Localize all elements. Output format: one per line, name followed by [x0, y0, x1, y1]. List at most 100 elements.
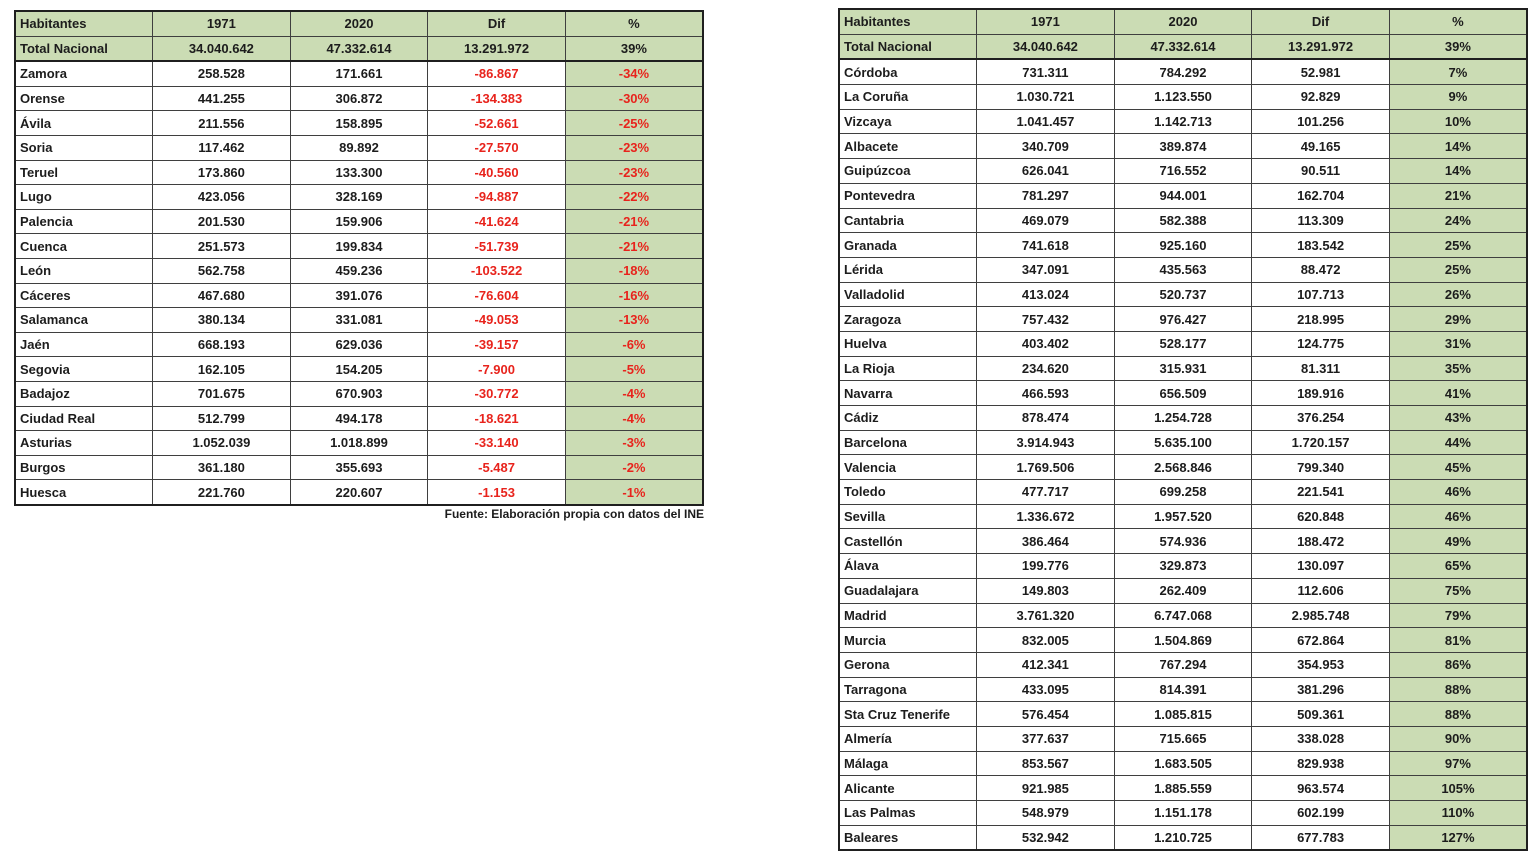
cell-2020: 154.205 [289, 356, 429, 382]
cell-: 86% [1388, 651, 1528, 678]
province-name: Palencia [14, 208, 154, 235]
column-header-dif: Dif [427, 10, 566, 37]
cell-1971: 413.024 [976, 281, 1115, 308]
header-row: Habitantes 1971 2020 Dif% [838, 8, 1528, 35]
cell-2020: 574.936 [1113, 528, 1253, 555]
cell-dif: 218.995 [1251, 306, 1390, 332]
province-name: Lugo [14, 184, 154, 210]
cell-2020: 976.427 [1113, 306, 1253, 332]
cell-: 10% [1388, 108, 1528, 135]
cell-dif: -76.604 [427, 282, 566, 309]
cell-2020: 158.895 [289, 110, 429, 136]
province-name: Valencia [838, 454, 978, 481]
province-name: Teruel [14, 159, 154, 186]
cell-dif: -41.624 [427, 208, 566, 235]
cell-2020: 715.665 [1113, 725, 1253, 752]
province-name: Sta Cruz Tenerife [838, 701, 978, 727]
cell-1971: 832.005 [976, 627, 1115, 653]
cell-1971: 201.530 [152, 208, 291, 235]
province-name: Albacete [838, 133, 978, 160]
table-row: Pontevedra 781.297 944.001 162.704 21% [838, 182, 1528, 209]
cell-: 43% [1388, 405, 1528, 431]
cell-dif: -49.053 [427, 307, 566, 333]
cell-: -13% [564, 307, 704, 333]
province-name: Cantabria [838, 207, 978, 234]
province-name: Segovia [14, 356, 154, 382]
cell-2020: 329.873 [1113, 553, 1253, 579]
cell-dif: 88.472 [1251, 256, 1390, 283]
province-name: Guipúzcoa [838, 158, 978, 184]
table-row: Guadalajara 149.803 262.409 112.606 75% [838, 577, 1528, 604]
cell-: -3% [564, 430, 704, 456]
table-row: Zaragoza 757.432 976.427 218.995 29% [838, 306, 1528, 332]
province-name: Gerona [838, 651, 978, 678]
table-row: Alicante 921.985 1.885.559 963.574 105% [838, 775, 1528, 801]
province-name: La Coruña [838, 84, 978, 110]
table-row: Granada 741.618 925.160 183.542 25% [838, 232, 1528, 258]
cell-2020: 199.834 [289, 233, 429, 259]
province-name: Salamanca [14, 307, 154, 333]
cell-1971: 1.769.506 [976, 454, 1115, 481]
cell-: 24% [1388, 207, 1528, 234]
cell-2020: 459.236 [289, 257, 429, 284]
cell-1971: 211.556 [152, 110, 291, 136]
total-label: Total Nacional [14, 35, 154, 63]
table-row: Madrid 3.761.320 6.747.068 2.985.748 79% [838, 602, 1528, 629]
cell-: -18% [564, 257, 704, 284]
cell-1971: 853.567 [976, 750, 1115, 777]
cell-: -22% [564, 184, 704, 210]
cell-1971: 548.979 [976, 800, 1115, 826]
table-row: Tarragona 433.095 814.391 381.296 88% [838, 676, 1528, 703]
cell-1971: 380.134 [152, 307, 291, 333]
cell-dif: 113.309 [1251, 207, 1390, 234]
total-value-2020: 47.332.614 [1113, 33, 1253, 61]
cell-: 9% [1388, 84, 1528, 110]
cell-dif: -52.661 [427, 110, 566, 136]
column-header-habitantes: Habitantes [838, 8, 978, 35]
cell-1971: 562.758 [152, 257, 291, 284]
cell-1971: 117.462 [152, 134, 291, 161]
cell-2020: 1.254.728 [1113, 405, 1253, 431]
cell-2020: 1.151.178 [1113, 800, 1253, 826]
cell-dif: 189.916 [1251, 380, 1390, 406]
cell-1971: 433.095 [976, 676, 1115, 703]
cell-1971: 377.637 [976, 725, 1115, 752]
cell-: -23% [564, 134, 704, 161]
cell-1971: 1.052.039 [152, 430, 291, 456]
province-name: Córdoba [838, 58, 978, 86]
cell-1971: 441.255 [152, 85, 291, 112]
province-name: Cádiz [838, 405, 978, 431]
province-name: Almería [838, 725, 978, 752]
cell-: 46% [1388, 503, 1528, 530]
table-row: Burgos 361.180 355.693 -5.487 -2% [14, 454, 704, 481]
cell-: -30% [564, 85, 704, 112]
province-name: Madrid [838, 602, 978, 629]
total-row: Total Nacional 34.040.642 47.332.614 13.291… [838, 33, 1528, 61]
cell-dif: 2.985.748 [1251, 602, 1390, 629]
cell-2020: 629.036 [289, 331, 429, 358]
cell-: 25% [1388, 232, 1528, 258]
cell-dif: 620.848 [1251, 503, 1390, 530]
total-row: Total Nacional 34.040.642 47.332.614 13.291… [14, 35, 704, 63]
cell-dif: -39.157 [427, 331, 566, 358]
cell-: 35% [1388, 355, 1528, 382]
table-row: Málaga 853.567 1.683.505 829.938 97% [838, 750, 1528, 777]
cell-2020: 1.085.815 [1113, 701, 1253, 727]
cell-: 29% [1388, 306, 1528, 332]
cell-2020: 389.874 [1113, 133, 1253, 160]
table-row: Palencia 201.530 159.906 -41.624 -21% [14, 208, 704, 235]
cell-2020: 716.552 [1113, 158, 1253, 184]
cell-2020: 159.906 [289, 208, 429, 235]
table-row: Huelva 403.402 528.177 124.775 31% [838, 330, 1528, 357]
cell-: -2% [564, 454, 704, 481]
province-name: Barcelona [838, 429, 978, 456]
cell-1971: 626.041 [976, 158, 1115, 184]
table-row: Cantabria 469.079 582.388 113.309 24% [838, 207, 1528, 234]
table-row: Ávila 211.556 158.895 -52.661 -25% [14, 110, 704, 136]
cell-1971: 921.985 [976, 775, 1115, 801]
province-name: Castellón [838, 528, 978, 555]
province-name: Guadalajara [838, 577, 978, 604]
cell-2020: 925.160 [1113, 232, 1253, 258]
cell-dif: 124.775 [1251, 330, 1390, 357]
column-header-: % [564, 10, 704, 37]
